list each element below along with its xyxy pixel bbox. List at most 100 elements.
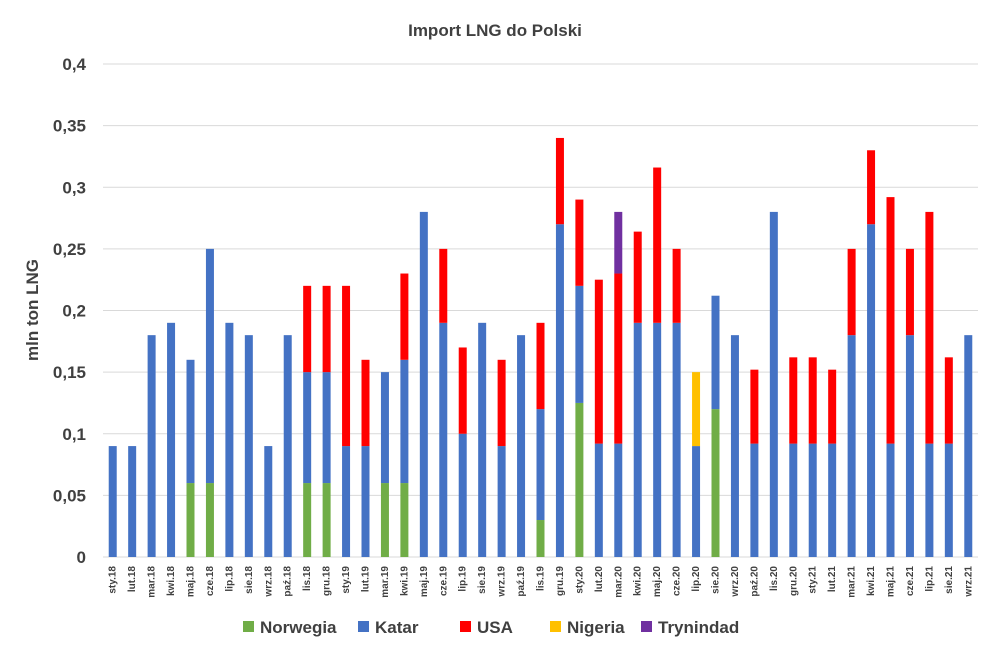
- x-tick-label: maj.18: [186, 566, 197, 598]
- x-tick-label: kwi.21: [866, 566, 877, 596]
- x-tick-label: maj.20: [652, 566, 663, 598]
- bar-segment-katar: [205, 248, 214, 484]
- x-tick-label: paź.19: [516, 566, 527, 597]
- x-tick-label: lip.18: [224, 566, 235, 592]
- bar-segment-katar: [419, 211, 428, 557]
- x-tick-label: wrz.21: [963, 566, 974, 598]
- y-tick-label: 0,1: [62, 425, 86, 444]
- bar-segment-trynindad: [614, 211, 623, 274]
- bar-segment-katar: [789, 443, 798, 557]
- x-tick-label: sty.19: [341, 566, 352, 594]
- bar-segment-katar: [108, 446, 117, 557]
- x-tick-label: maj.21: [886, 566, 897, 598]
- bar-segment-katar: [303, 372, 312, 484]
- x-axis-ticks: sty.18 lut.18 mar.18 kwi.18 maj.18 cze.18 lip.…: [108, 566, 975, 598]
- bar-segment-norwegia: [380, 483, 389, 557]
- bar-segment-usa: [575, 199, 584, 286]
- bar-segment-usa: [322, 285, 331, 373]
- y-tick-label: 0: [77, 548, 86, 567]
- y-tick-label: 0,25: [53, 240, 86, 259]
- x-tick-label: cze.19: [438, 566, 449, 596]
- x-tick-label: sty.18: [108, 566, 119, 594]
- bar-segment-usa: [653, 167, 662, 323]
- bar-segment-katar: [750, 443, 759, 557]
- x-tick-label: mar.20: [613, 566, 624, 598]
- bar-segment-usa: [458, 347, 467, 434]
- y-tick-label: 0,05: [53, 486, 86, 505]
- bar-segment-katar: [730, 335, 739, 557]
- bar-segment-norwegia: [322, 483, 331, 557]
- x-tick-label: wrz.20: [730, 566, 741, 598]
- bar-segment-usa: [400, 273, 409, 360]
- legend-label-katar: Katar: [375, 618, 419, 637]
- x-tick-label: lut.18: [127, 566, 138, 593]
- bar-segment-katar: [458, 433, 467, 557]
- x-tick-label: sty.20: [574, 566, 585, 594]
- x-tick-label: kwi.20: [633, 566, 644, 596]
- legend-label-nigeria: Nigeria: [567, 618, 625, 637]
- bar-segment-norwegia: [186, 483, 195, 557]
- x-tick-label: sie.19: [477, 566, 488, 594]
- bar-segment-katar: [653, 322, 662, 557]
- x-tick-label: lis.18: [302, 566, 313, 591]
- bar-segment-norwegia: [575, 402, 584, 557]
- bar-segment-katar: [380, 372, 389, 484]
- bar-segment-katar: [847, 335, 856, 557]
- legend-swatch-usa: [460, 621, 471, 632]
- bar-segment-katar: [128, 446, 137, 557]
- x-tick-label: lut.21: [827, 566, 838, 593]
- x-tick-label: lip.20: [691, 566, 702, 592]
- x-tick-label: mar.18: [147, 566, 158, 598]
- y-tick-label: 0,35: [53, 117, 86, 136]
- x-tick-label: wrz.18: [263, 566, 274, 598]
- bar-segment-usa: [828, 369, 837, 444]
- bar-segment-usa: [439, 248, 448, 323]
- bar-segment-katar: [439, 322, 448, 557]
- legend-swatch-trynindad: [641, 621, 652, 632]
- x-tick-label: sty.21: [808, 566, 819, 594]
- bar-segment-katar: [867, 224, 876, 557]
- bar-segment-katar: [244, 335, 253, 557]
- legend-label-trynindad: Trynindad: [658, 618, 739, 637]
- bar-segment-katar: [672, 322, 681, 557]
- bar-segment-usa: [536, 322, 545, 410]
- legend: Norwegia Katar USA Nigeria Trynindad: [243, 618, 739, 637]
- x-tick-label: mar.21: [847, 566, 858, 598]
- bar-segment-katar: [828, 443, 837, 557]
- bar-segment-katar: [322, 372, 331, 484]
- bar-segment-usa: [789, 357, 798, 444]
- bar-segment-katar: [711, 295, 720, 410]
- bar-segment-usa: [672, 248, 681, 323]
- x-tick-label: lip.21: [924, 566, 935, 592]
- bar-segment-norwegia: [205, 483, 214, 557]
- x-tick-label: lut.20: [594, 566, 605, 593]
- bar-segment-katar: [575, 285, 584, 403]
- x-tick-label: lut.19: [361, 566, 372, 593]
- bar-segment-usa: [361, 359, 370, 447]
- bar-segment-usa: [303, 285, 312, 373]
- bar-segment-katar: [400, 359, 409, 484]
- bar-segment-katar: [536, 409, 545, 521]
- bar-segment-katar: [147, 335, 156, 557]
- x-tick-label: maj.19: [419, 566, 430, 598]
- legend-label-usa: USA: [477, 618, 513, 637]
- bar-segment-usa: [808, 357, 817, 444]
- legend-label-norwegia: Norwegia: [260, 618, 337, 637]
- bar-segment-katar: [361, 446, 370, 557]
- x-tick-label: kwi.19: [399, 566, 410, 596]
- bar-segment-katar: [283, 335, 292, 557]
- bar-segment-katar: [342, 446, 351, 557]
- x-tick-label: gru.18: [322, 566, 333, 596]
- bars: [108, 137, 973, 557]
- y-tick-label: 0,4: [62, 55, 86, 74]
- x-tick-label: cze.18: [205, 566, 216, 596]
- bar-segment-usa: [925, 211, 934, 444]
- bar-segment-katar: [886, 443, 895, 557]
- bar-segment-usa: [847, 248, 856, 336]
- bar-segment-usa: [342, 285, 351, 447]
- x-tick-label: gru.19: [555, 566, 566, 596]
- bar-segment-katar: [633, 322, 642, 557]
- bar-segment-katar: [905, 335, 914, 557]
- bar-segment-katar: [497, 446, 506, 557]
